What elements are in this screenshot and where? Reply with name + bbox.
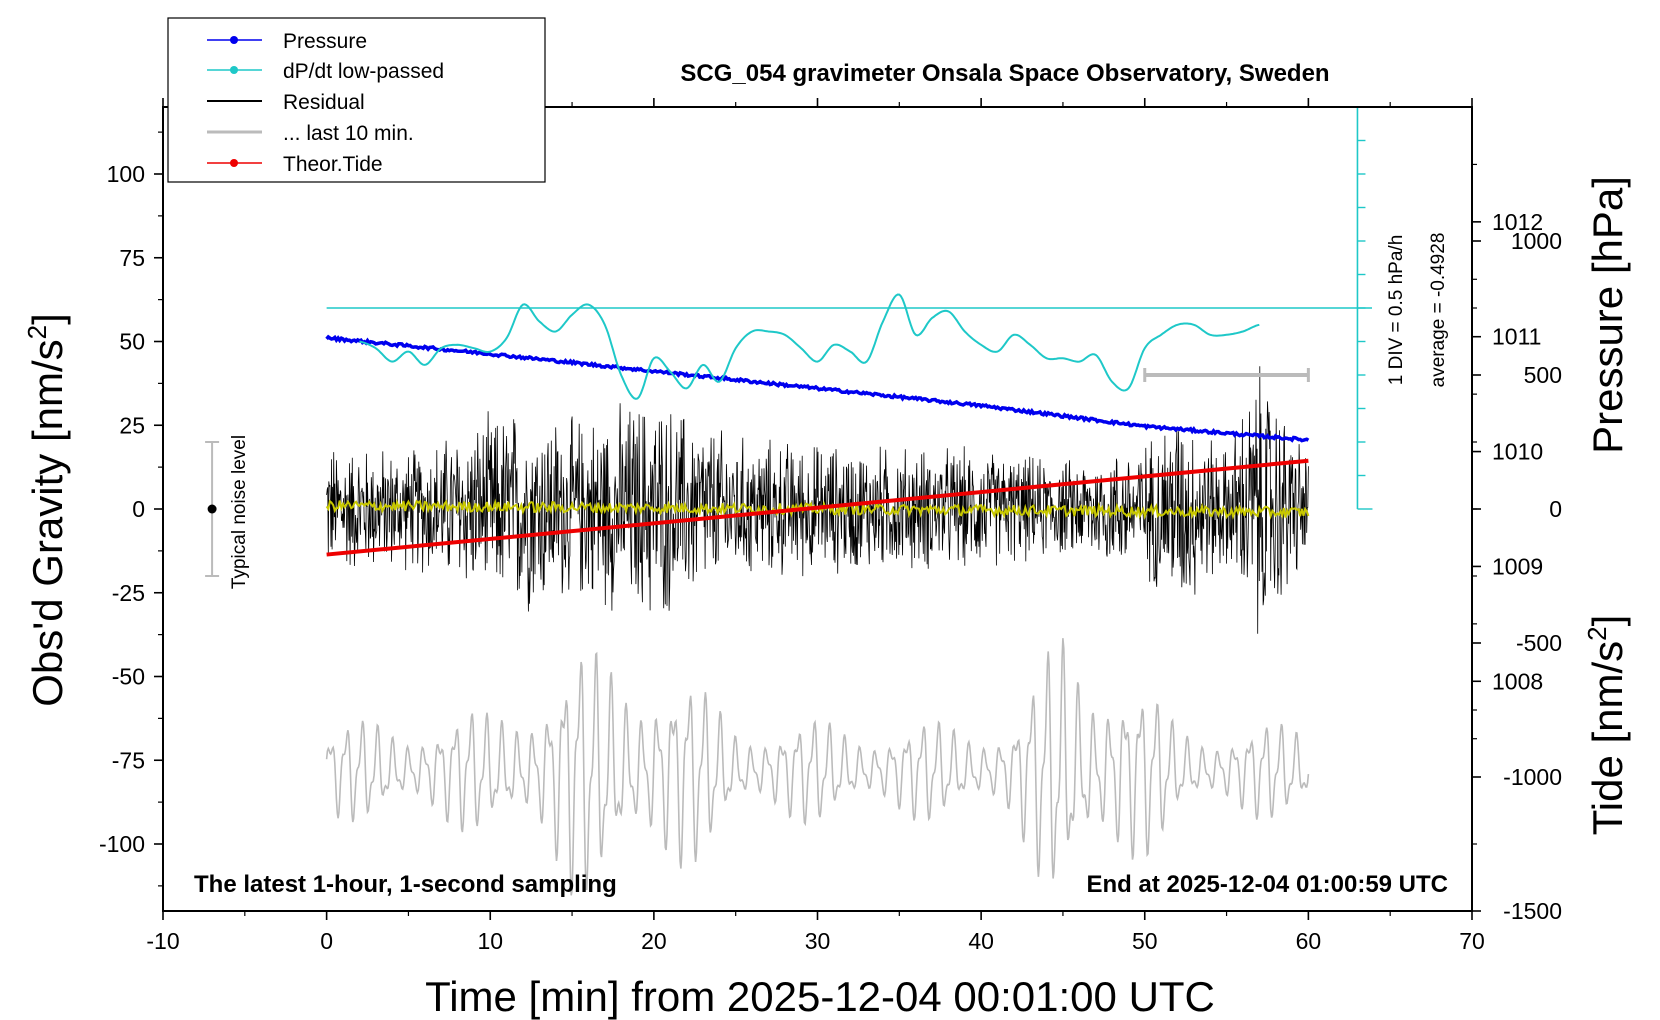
y-tick-label: -25 — [112, 580, 145, 606]
last10-line — [325, 638, 1310, 896]
tide-tick-label: 500 — [1524, 362, 1562, 388]
tide-tick-label: -500 — [1516, 630, 1562, 656]
x-tick-label: 50 — [1132, 928, 1158, 954]
y-tick-label: 25 — [119, 412, 145, 438]
legend-label-dpdt: dP/dt low-passed — [283, 60, 444, 83]
legend-label-last10: ... last 10 min. — [283, 122, 414, 145]
y-axis-title-close: ] — [24, 313, 71, 325]
pressure-line — [325, 334, 1310, 443]
annotation-end-time: End at 2025-12-04 01:00:59 UTC — [1087, 871, 1449, 898]
pressure-tick-label: 1012 — [1492, 209, 1543, 235]
pressure-tick-label: 1009 — [1492, 553, 1543, 579]
legend-label-residual: Residual — [283, 91, 365, 114]
x-tick-label: -10 — [146, 928, 179, 954]
tide-axis-title: Tide [nm/s2] — [1582, 615, 1631, 836]
y-axis-title-sup: 2 — [22, 325, 52, 339]
y-tick-label: 50 — [119, 329, 145, 355]
chart-title: SCG_054 gravimeter Onsala Space Observat… — [680, 60, 1329, 87]
tide-tick-label: -1500 — [1503, 898, 1562, 924]
tide-axis-title-sup: 2 — [1582, 626, 1612, 640]
y-tick-label: 100 — [107, 161, 145, 187]
legend-marker-pressure — [230, 36, 238, 44]
tide-line — [326, 458, 1309, 557]
tide-axis-title-close: ] — [1584, 615, 1631, 627]
x-tick-label: 60 — [1296, 928, 1322, 954]
residual-smoothed-line — [325, 498, 1310, 520]
residual-line — [326, 366, 1309, 634]
x-tick-label: 20 — [641, 928, 667, 954]
y-tick-label: -75 — [112, 747, 145, 773]
legend-entry-last10: ... last 10 min. — [207, 122, 414, 145]
legend-marker-tide — [230, 159, 238, 167]
x-tick-label: 10 — [477, 928, 503, 954]
series-layer — [205, 106, 1373, 896]
x-tick-label: 40 — [968, 928, 994, 954]
legend-entry-tide: Theor.Tide — [207, 153, 383, 176]
tide-tick-label: 0 — [1549, 496, 1562, 522]
x-tick-label: 30 — [805, 928, 831, 954]
div-label: 1 DIV = 0.5 hPa/h — [1386, 235, 1407, 386]
y-tick-label: 0 — [132, 496, 145, 522]
x-tick-label: 0 — [320, 928, 333, 954]
tide-tick-label: -1000 — [1503, 764, 1562, 790]
tide-axis-title-main: Tide [nm/s — [1584, 641, 1631, 836]
y-axis-title: Obs'd Gravity [nm/s2] — [22, 313, 71, 707]
pressure-tick-label: 1011 — [1492, 324, 1541, 350]
axes-layer: -10 0 10 20 30 40 50 60 701007550250-25-50-75-10… — [99, 98, 1562, 954]
y-axis-title-main: Obs'd Gravity [nm/s — [24, 339, 71, 706]
y-tick-label: 75 — [119, 245, 145, 271]
legend-entry-dpdt: dP/dt low-passed — [207, 60, 444, 83]
legend-marker-dpdt — [230, 66, 238, 74]
legend-entry-pressure: Pressure — [207, 30, 367, 53]
legend-label-tide: Theor.Tide — [283, 153, 383, 176]
y-tick-label: -50 — [112, 664, 145, 690]
y-tick-label: -100 — [99, 831, 145, 857]
pressure-tick-label: 1010 — [1492, 439, 1543, 465]
average-label: average = -0.4928 — [1428, 233, 1449, 388]
legend-label-pressure: Pressure — [283, 30, 367, 53]
annotation-sampling: The latest 1-hour, 1-second sampling — [194, 871, 617, 898]
noise-level-label: Typical noise level — [229, 435, 250, 589]
x-tick-label: 70 — [1459, 928, 1485, 954]
pressure-tick-label: 1008 — [1492, 668, 1543, 694]
legend-entry-residual: Residual — [207, 91, 365, 114]
dpdt-line — [359, 293, 1260, 400]
pressure-axis-title: Pressure [hPa] — [1584, 176, 1631, 454]
noise-bar-dot — [207, 504, 217, 514]
legend: Pressure dP/dt low-passed Residual ... l… — [167, 17, 546, 183]
tide-tick-label: 1000 — [1511, 228, 1562, 254]
x-axis-title: Time [min] from 2025-12-04 00:01:00 UTC — [425, 973, 1215, 1020]
